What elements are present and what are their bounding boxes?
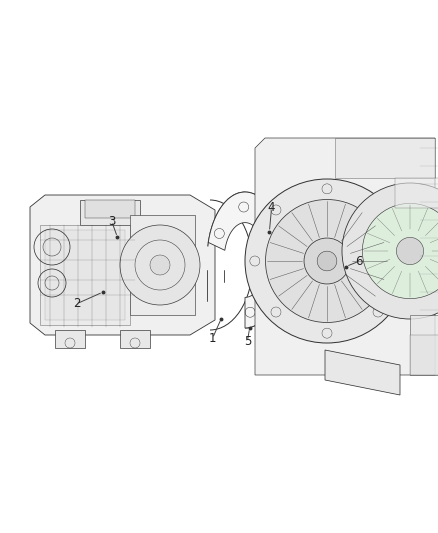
Circle shape — [304, 238, 350, 284]
Circle shape — [150, 255, 170, 275]
Text: 1: 1 — [208, 332, 216, 345]
Bar — [395, 178, 438, 208]
Polygon shape — [208, 192, 283, 328]
Bar — [130, 215, 195, 315]
Circle shape — [120, 225, 200, 305]
Bar — [80, 200, 140, 225]
Bar — [55, 330, 85, 348]
Circle shape — [396, 237, 424, 264]
Bar — [85, 200, 135, 218]
Bar — [120, 330, 150, 348]
Bar — [40, 225, 130, 325]
Circle shape — [317, 251, 337, 271]
Bar — [45, 230, 125, 320]
Text: 4: 4 — [268, 201, 276, 214]
Text: 6: 6 — [355, 255, 363, 268]
Polygon shape — [30, 195, 215, 335]
Circle shape — [342, 183, 438, 319]
Circle shape — [265, 199, 389, 322]
Text: 2: 2 — [73, 297, 81, 310]
Text: 5: 5 — [244, 335, 251, 348]
Text: 3: 3 — [108, 215, 115, 228]
Circle shape — [362, 204, 438, 298]
Circle shape — [245, 179, 409, 343]
Bar — [410, 335, 438, 375]
Bar — [335, 138, 435, 178]
Polygon shape — [325, 350, 400, 395]
Polygon shape — [255, 138, 435, 375]
Bar — [410, 315, 438, 375]
